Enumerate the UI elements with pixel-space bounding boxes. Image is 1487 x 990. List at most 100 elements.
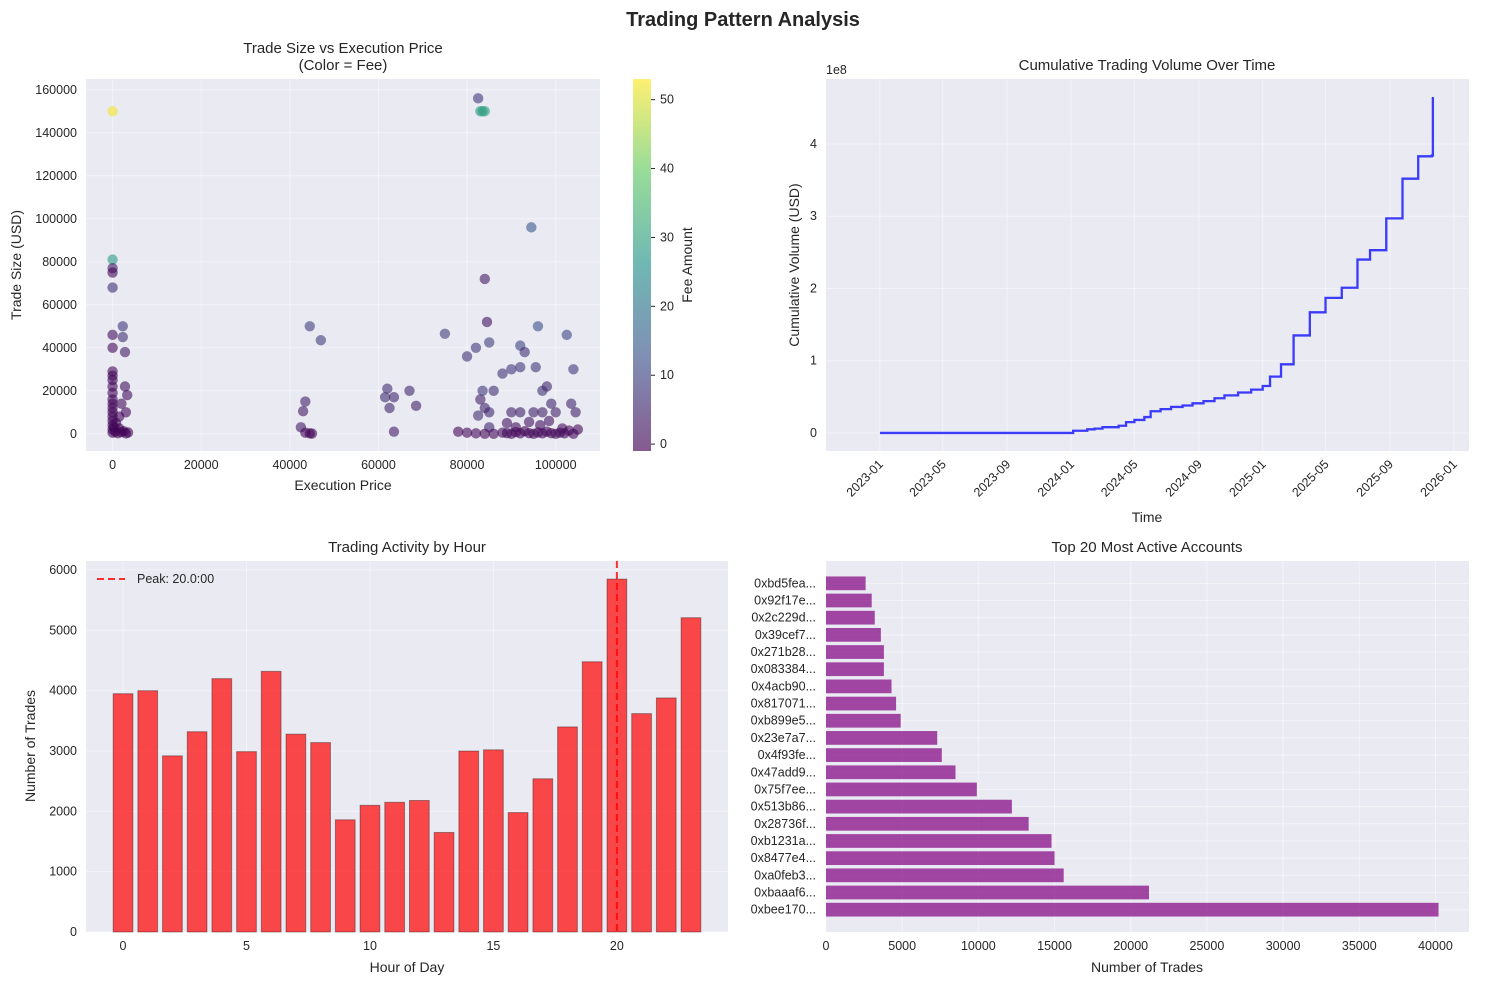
- scatter-point: [537, 407, 548, 418]
- account-label: 0xbee170...: [751, 903, 816, 917]
- scatter-point: [472, 93, 484, 104]
- scatter-ytick-label: 60000: [42, 298, 77, 312]
- hourly-bar: [532, 778, 554, 933]
- scatter-point: [541, 381, 553, 392]
- scatter-point: [479, 273, 490, 285]
- hourly-bar: [483, 749, 504, 933]
- scatter-panel: 0 20000 40000 60000 80000 100000 0 20000 40000 6…: [8, 40, 695, 493]
- scatter-xtick-label: 100000: [535, 458, 577, 472]
- line-xtick-label: 2023-05: [907, 457, 949, 499]
- line-xlabel: Time: [1132, 509, 1163, 525]
- hourly-ytick-label: 0: [70, 925, 77, 939]
- account-label: 0x28736f...: [754, 817, 816, 831]
- account-bar: [826, 885, 1150, 900]
- scatter-point: [107, 342, 118, 353]
- scatter-xtick-label: 60000: [361, 458, 396, 472]
- scatter-point: [519, 346, 530, 358]
- hourly-xtick-label: 10: [363, 939, 377, 953]
- top-accounts-panel: 0 5000 10000 15000 20000 25000 30000 35000 40000…: [751, 539, 1469, 975]
- scatter-point: [550, 407, 561, 418]
- account-label: 0xa0feb3...: [754, 868, 816, 882]
- account-bar: [826, 765, 956, 780]
- account-bar: [826, 868, 1064, 883]
- scatter-point: [472, 410, 484, 421]
- account-bar: [826, 576, 866, 591]
- cumulative-volume-line: [879, 97, 1435, 435]
- hourly-xtick-label: 15: [486, 939, 500, 953]
- scatter-point: [546, 398, 557, 409]
- account-label: 0x47add9...: [751, 765, 816, 779]
- account-label: 0xbd5fea...: [754, 576, 816, 590]
- hourly-title: Trading Activity by Hour: [328, 539, 486, 556]
- hourly-bars: [112, 578, 702, 933]
- scatter-point: [565, 398, 577, 409]
- account-label: 0x4acb90...: [751, 679, 816, 693]
- hourly-xlabel: Hour of Day: [370, 959, 445, 975]
- line-xtick-label: 2025-09: [1354, 457, 1396, 499]
- scatter-point: [304, 321, 315, 332]
- scatter-point: [526, 222, 537, 233]
- hourly-activity-panel: 0 5 10 15 20 0 1000 2000 3000 4000 5000 6000 Tradi…: [22, 539, 728, 975]
- hourly-bar: [384, 801, 406, 933]
- scatter-point: [532, 321, 544, 332]
- scatter-point: [515, 361, 526, 373]
- hourly-ytick-label: 4000: [49, 684, 77, 698]
- account-bar: [826, 610, 875, 625]
- scatter-point: [543, 415, 555, 427]
- hourly-bar: [655, 697, 677, 933]
- account-bar: [826, 679, 892, 694]
- account-label: 0x4f93fe...: [758, 748, 816, 762]
- scatter-point: [572, 424, 584, 435]
- scatter-point: [523, 416, 535, 428]
- account-label: 0xb1231a...: [751, 834, 816, 848]
- hourly-bar: [606, 578, 628, 933]
- scatter-point: [404, 385, 415, 396]
- account-bar: [826, 816, 1029, 831]
- account-label: 0x8477e4...: [751, 851, 816, 865]
- account-bar: [826, 593, 872, 608]
- colorbar-tick-label: 0: [660, 437, 667, 451]
- cumulative-volume-panel: 2023-01 2023-05 2023-09 2024-01 2024-05 2024-…: [786, 57, 1469, 525]
- accounts-xlabel: Number of Trades: [1091, 959, 1203, 975]
- account-bar: [826, 627, 881, 642]
- account-bar: [826, 902, 1439, 917]
- hourly-ytick-label: 5000: [49, 623, 77, 637]
- scatter-point: [515, 407, 526, 418]
- accounts-xtick-label: 5000: [888, 939, 916, 953]
- scatter-point: [506, 407, 517, 418]
- scatter-point: [107, 254, 118, 265]
- account-label: 0x23e7a7...: [751, 731, 816, 745]
- scatter-point: [481, 316, 493, 328]
- line-xtick-label: 2025-01: [1226, 457, 1268, 499]
- scatter-point: [453, 426, 464, 437]
- account-bar: [826, 713, 901, 728]
- scatter-point: [117, 331, 128, 343]
- scatter-xtick-label: 0: [109, 458, 116, 472]
- account-bar: [826, 799, 1012, 814]
- account-bar: [826, 645, 884, 659]
- scatter-point: [488, 385, 499, 396]
- scatter-point: [384, 402, 395, 414]
- colorbar-label: Fee Amount: [679, 227, 695, 303]
- line-xtick-label: 2024-05: [1098, 457, 1140, 499]
- scatter-point: [119, 346, 131, 358]
- scatter-point: [534, 419, 546, 431]
- scatter-point: [479, 428, 490, 439]
- account-label: 0x513b86...: [751, 800, 816, 814]
- account-label: 0xb899e5...: [751, 714, 816, 728]
- scatter-xtick-label: 40000: [272, 458, 307, 472]
- scatter-point: [117, 321, 128, 332]
- hourly-bar: [137, 690, 159, 933]
- scatter-xlabel: Execution Price: [294, 477, 391, 493]
- scatter-point: [570, 407, 581, 418]
- scatter-point: [470, 428, 482, 439]
- scatter-point: [297, 406, 309, 417]
- legend-peak-label: Peak: 20.0:00: [137, 572, 214, 586]
- hourly-bar: [310, 742, 331, 933]
- scatter-point: [122, 427, 134, 438]
- scatter-point: [510, 422, 522, 433]
- account-bar: [826, 834, 1052, 848]
- hourly-ylabel: Number of Trades: [22, 690, 38, 802]
- scatter-point: [388, 392, 400, 403]
